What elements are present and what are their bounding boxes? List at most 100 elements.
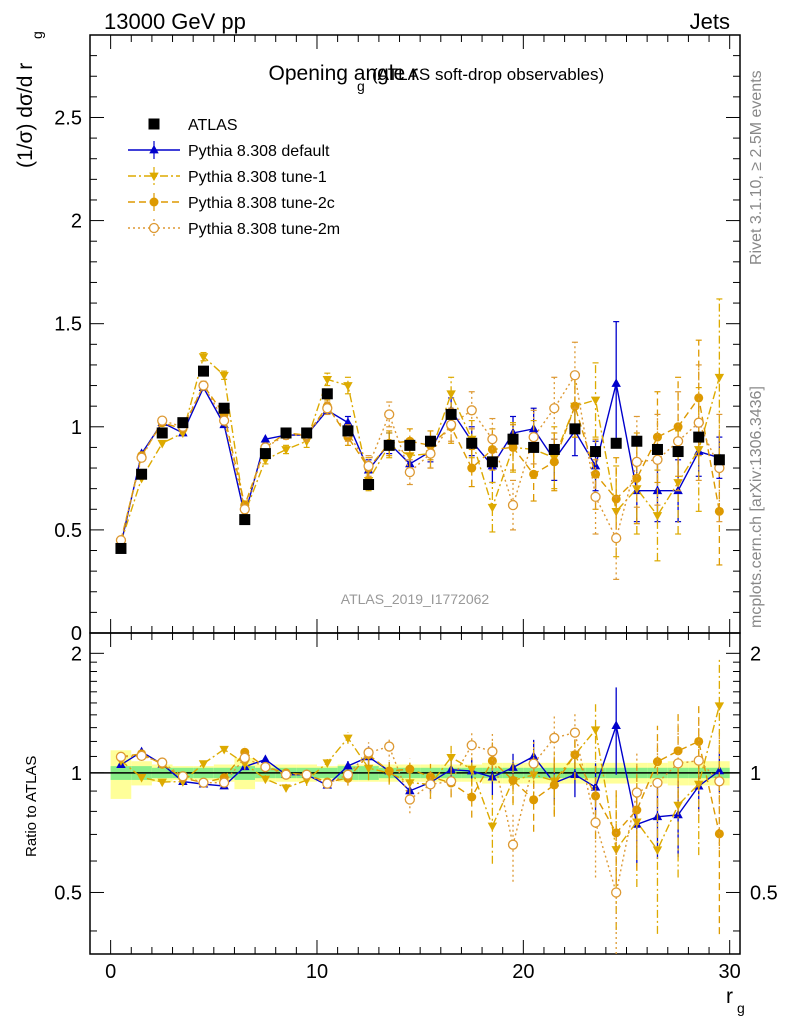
series-4-point <box>445 419 457 430</box>
series-2-point <box>219 371 229 381</box>
x-tick-label: 30 <box>719 961 741 983</box>
series-3-point <box>549 457 559 467</box>
series-4-point <box>528 431 539 443</box>
series-4-ratio-point <box>631 787 642 798</box>
series-4-point <box>652 454 663 465</box>
legend-entry-0-marker <box>148 118 160 130</box>
series-4-point <box>693 417 704 428</box>
series-1-point <box>260 433 271 443</box>
series-0-point <box>342 425 354 437</box>
rivet-version-label: Rivet 3.1.10, ≥ 2.5M events <box>748 70 765 265</box>
y-axis-label-subscript: g <box>29 31 45 39</box>
series-2-point <box>446 390 456 399</box>
series-2-ratio-point <box>219 745 229 755</box>
series-4-point <box>569 370 581 381</box>
series-2-ratio-point <box>590 726 601 735</box>
series-3-ratio-point <box>384 766 394 776</box>
series-2-ratio-point <box>487 822 498 832</box>
series-1-ratio-point <box>714 765 725 775</box>
series-2-ratio-point <box>363 764 374 774</box>
series-2-ratio-point <box>652 846 663 855</box>
series-2-point <box>487 503 498 513</box>
y-tick-label: 0 <box>71 623 82 645</box>
series-4-ratio-point <box>342 769 354 780</box>
series-4-point <box>239 504 250 515</box>
series-2-point <box>343 382 353 391</box>
series-1-point <box>611 378 621 387</box>
series-0-point <box>610 437 622 449</box>
x-tick-label: 0 <box>105 961 116 983</box>
main-plot-panel: 0 0.5 1 1.5 2 2.5 Opening angle r g (ATLAS so… <box>54 34 741 645</box>
legend-entry-0-label: ATLAS <box>188 117 238 134</box>
series-3-ratio-point <box>508 775 518 785</box>
series-4-point <box>198 380 209 391</box>
legend-entry-4-label: Pythia 8.308 tune-2m <box>188 221 340 238</box>
series-0-point <box>259 448 271 460</box>
series-4-ratio-point <box>384 741 395 752</box>
series-0-point <box>363 479 375 491</box>
series-4-ratio-point <box>693 755 704 766</box>
ratio-y-tick-label-right: 2 <box>750 643 761 665</box>
series-2-point <box>652 512 663 521</box>
legend-entry-1: Pythia 8.308 default <box>128 141 330 160</box>
series-0-point <box>631 435 643 447</box>
series-4-ratio-point <box>714 776 725 787</box>
series-2-ratio-point <box>405 779 415 788</box>
series-0-point <box>218 402 230 414</box>
series-3-point <box>652 432 662 442</box>
series-4-ratio-line <box>120 731 720 893</box>
series-2-point <box>198 353 209 362</box>
legend-entry-1-label: Pythia 8.308 default <box>188 143 330 160</box>
y-tick-label: 2 <box>71 211 82 233</box>
series-4-ratio-point <box>239 752 250 764</box>
ratio-series-layer <box>115 659 725 954</box>
series-2-main <box>116 298 725 562</box>
series-0-point <box>424 435 436 447</box>
series-0-point <box>383 439 395 451</box>
series-0-point <box>672 446 684 458</box>
series-4-point <box>404 467 415 478</box>
legend-entry-4: Pythia 8.308 tune-2m <box>128 219 340 238</box>
series-0-point <box>528 441 540 453</box>
series-4-point <box>466 405 477 416</box>
series-3-point <box>632 473 642 483</box>
series-2-ratio-point <box>281 784 291 793</box>
series-2-point <box>157 439 167 449</box>
series-4-ratio-point <box>157 757 168 768</box>
series-0-point <box>548 443 560 455</box>
series-1-ratio-point <box>611 720 621 730</box>
series-4-ratio-point <box>301 769 312 780</box>
series-4-point <box>631 456 642 467</box>
series-0-point <box>280 427 292 439</box>
legend-entry-1-marker <box>149 144 159 154</box>
series-4-ratio-point <box>652 777 663 789</box>
y-tick-label: 1 <box>71 417 82 439</box>
series-4-point <box>590 491 601 503</box>
y-tick-label: 1.5 <box>54 314 82 336</box>
y-tick-label: 0.5 <box>54 520 82 542</box>
series-2-ratio-point <box>240 760 250 769</box>
series-2-ratio-point <box>322 759 333 768</box>
series-1-ratio-point <box>343 760 353 770</box>
series-1-point <box>343 417 353 427</box>
series-4-ratio-point <box>363 747 374 758</box>
series-3-point <box>591 469 601 479</box>
series-2-line <box>120 355 721 543</box>
series-3-point <box>508 442 518 452</box>
ratio-y-tick-label-right: 1 <box>750 763 761 785</box>
legend-entry-2: Pythia 8.308 tune-1 <box>128 167 327 186</box>
series-4-ratio-point <box>177 771 189 782</box>
series-2-ratio <box>116 659 725 934</box>
series-0-point <box>651 443 663 455</box>
series-2-point <box>673 479 683 488</box>
series-4-ratio-point <box>280 769 292 780</box>
series-4-ratio-point <box>260 761 271 773</box>
series-2-ratio-point <box>198 760 209 769</box>
analysis-tag: ATLAS_2019_I1772062 <box>341 591 490 607</box>
mcplots-credit-label: mcplots.cern.ch [arXiv:1306.3436] <box>748 386 765 628</box>
ratio-y-tick-label: 1 <box>71 763 82 785</box>
series-0-point <box>239 514 251 526</box>
ratio-plot-panel: 0 10 20 30 0.5 0.5 1 1 2 2 <box>54 632 778 983</box>
series-2-ratio-point <box>673 801 683 811</box>
series-2-ratio-point <box>136 774 147 783</box>
